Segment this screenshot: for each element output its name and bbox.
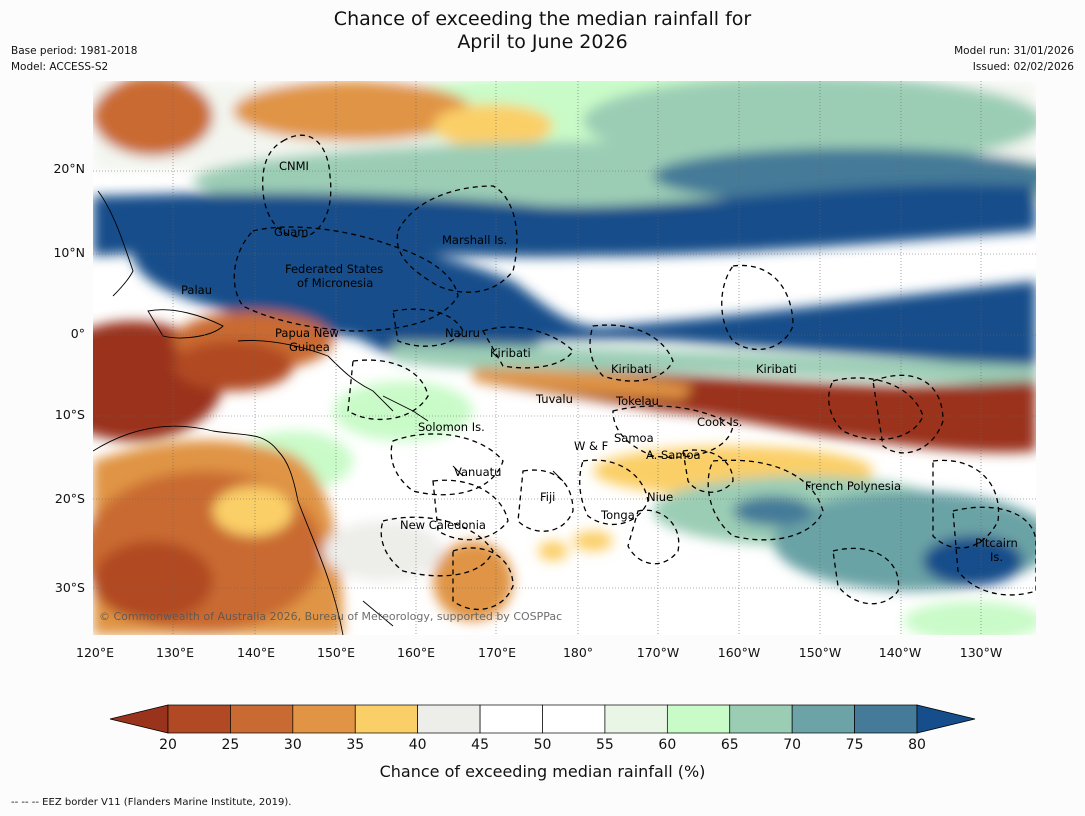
base-period: Base period: 1981-2018: [11, 45, 138, 57]
copyright-text: © Commonwealth of Australia 2026, Bureau…: [99, 610, 562, 623]
label-french-polynesia: French Polynesia: [805, 479, 901, 493]
colorbar-level-label: 55: [595, 737, 614, 753]
title-line-2: April to June 2026: [457, 31, 628, 53]
label-niue: Niue: [647, 490, 673, 504]
colorbar-bin: [230, 704, 294, 734]
xtick-170w: 170°W: [636, 645, 680, 660]
colorbar-level-label: 45: [471, 737, 489, 753]
xtick-150w: 150°W: [798, 645, 842, 660]
colorbar-level-label: 50: [533, 737, 552, 753]
label-kiribati-east: Kiribati: [756, 362, 797, 376]
xtick-160e: 160°E: [396, 645, 436, 660]
label-kiribati-west: Kiribati: [490, 346, 531, 360]
ytick-10s: 10°S: [54, 407, 85, 422]
colorbar-bin: [729, 704, 793, 734]
chart-title: Chance of exceeding the median rainfall …: [0, 8, 1085, 54]
colorbar-extend-high: [916, 704, 976, 734]
colorbar-level-label: 70: [783, 737, 802, 753]
colorbar-bin: [666, 704, 731, 734]
model-run: Model run: 31/01/2026: [954, 45, 1074, 57]
ytick-20s: 20°S: [54, 491, 85, 506]
colorbar-level-label: 40: [408, 737, 427, 753]
eez-borders: [233, 134, 1036, 611]
colorbar-level-label: 65: [720, 737, 739, 753]
label-nauru: Nauru: [445, 326, 480, 340]
colorbar-bin: [542, 704, 606, 734]
label-pitcairn-2: Is.: [990, 550, 1003, 564]
region-labels: CNMI Guam Marshall Is. Federated States …: [181, 159, 1018, 564]
colorbar-level-label: 80: [908, 737, 926, 753]
graticule: [93, 81, 1036, 635]
label-solomon: Solomon Is.: [418, 420, 485, 434]
label-new-caledonia: New Caledonia: [400, 518, 486, 532]
ytick-30s: 30°S: [54, 580, 85, 595]
label-fsm-2: of Micronesia: [297, 276, 373, 290]
meta-right: Model run: 31/01/2026 Issued: 02/02/2026: [954, 43, 1074, 75]
label-samoa: Samoa: [614, 431, 654, 445]
colorbar-bin: [604, 704, 668, 734]
xtick-170e: 170°E: [477, 645, 517, 660]
ytick-10n: 10°N: [53, 245, 85, 260]
colorbar-level-label: 20: [159, 737, 177, 753]
xtick-180: 180°: [562, 645, 594, 660]
colorbar-level-label: 30: [283, 737, 302, 753]
colorbar-level-label: 25: [221, 737, 240, 753]
xtick-160w: 160°W: [717, 645, 761, 660]
meta-left: Base period: 1981-2018 Model: ACCESS-S2: [11, 43, 137, 75]
footer-note: -- -- -- EEZ border V11 (Flanders Marine…: [11, 797, 292, 808]
label-tonga: Tonga: [600, 508, 635, 522]
colorbar-title: Chance of exceeding median rainfall (%): [379, 762, 706, 781]
colorbar-bin: [354, 704, 419, 734]
label-png-2: Guinea: [289, 340, 330, 354]
xtick-130e: 130°E: [155, 645, 195, 660]
colorbar-level-label: 60: [658, 737, 677, 753]
label-tuvalu: Tuvalu: [535, 392, 573, 406]
rainfall-map: CNMI Guam Marshall Is. Federated States …: [93, 81, 1036, 635]
model-name: Model: ACCESS-S2: [11, 61, 109, 73]
colorbar-bin: [167, 704, 231, 734]
label-fsm-1: Federated States: [285, 262, 383, 276]
label-tokelau: Tokelau: [615, 394, 659, 408]
ytick-0: 0°: [70, 326, 85, 341]
colorbar-level-label: 75: [845, 737, 864, 753]
label-pitcairn-1: Pitcairn: [975, 536, 1018, 550]
title-line-1: Chance of exceeding the median rainfall …: [333, 8, 752, 30]
label-palau: Palau: [181, 283, 212, 297]
label-kiribati-central: Kiribati: [611, 362, 652, 376]
label-guam: Guam: [274, 225, 308, 239]
colorbar-bin: [791, 704, 855, 734]
colorbar-level-label: 35: [346, 737, 365, 753]
colorbar-bin: [417, 704, 481, 734]
label-cnmi: CNMI: [279, 159, 309, 173]
label-vanuatu: Vanuatu: [454, 465, 501, 479]
label-cook: Cook Is.: [697, 415, 742, 429]
label-asamoa: A. Samoa: [646, 448, 701, 462]
xtick-120e: 120°E: [75, 645, 115, 660]
xtick-130w: 130°W: [959, 645, 1003, 660]
label-marshall: Marshall Is.: [442, 233, 507, 247]
label-wf: W & F: [574, 439, 608, 453]
ytick-20n: 20°N: [53, 161, 85, 176]
xtick-140w: 140°W: [878, 645, 922, 660]
colorbar-bin: [479, 704, 543, 734]
label-fiji: Fiji: [540, 490, 555, 504]
colorbar-bin: [292, 704, 356, 734]
colorbar-extend-low: [109, 704, 169, 734]
label-png-1: Papua New: [275, 326, 339, 340]
colorbar: [109, 704, 976, 734]
colorbar-bin: [854, 704, 918, 734]
xtick-140e: 140°E: [236, 645, 276, 660]
xtick-150e: 150°E: [316, 645, 356, 660]
issued-date: Issued: 02/02/2026: [972, 61, 1074, 73]
